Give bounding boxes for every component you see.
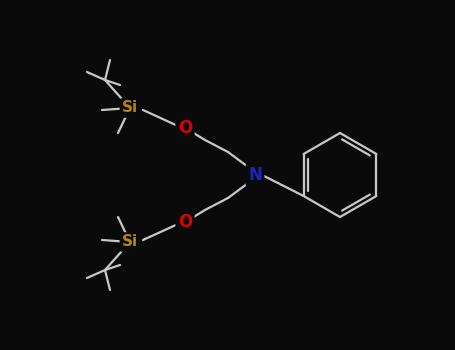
Text: Si: Si <box>122 100 138 116</box>
Text: O: O <box>178 213 192 231</box>
Text: Si: Si <box>122 234 138 250</box>
Text: O: O <box>178 119 192 137</box>
Text: N: N <box>248 166 262 184</box>
